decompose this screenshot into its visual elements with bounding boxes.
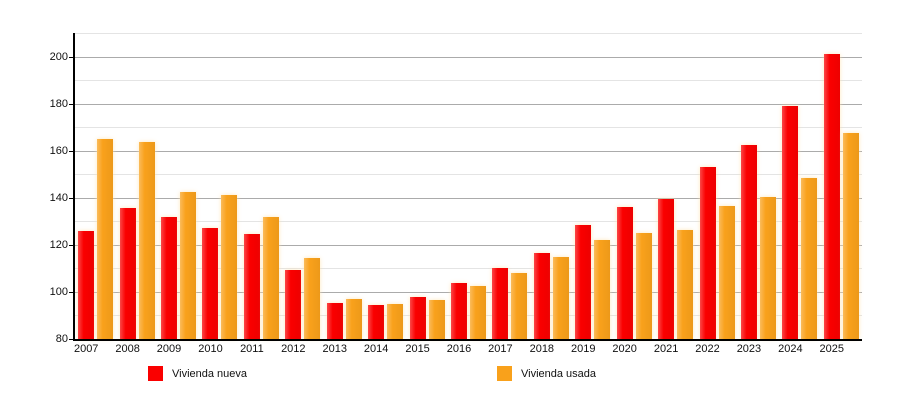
- bar-vivienda-usada-2015[interactable]: [428, 300, 445, 339]
- bar-vivienda-nueva-2009[interactable]: [161, 216, 178, 339]
- gridline-major-180: [75, 103, 862, 105]
- bar-vivienda-nueva-2016[interactable]: [451, 282, 467, 339]
- y-axis-tick-80: [69, 339, 74, 340]
- bar-vivienda-nueva-2015[interactable]: [409, 296, 426, 339]
- bar-vivienda-nueva-2019[interactable]: [575, 224, 592, 339]
- bar-vivienda-nueva-2022[interactable]: [699, 167, 716, 339]
- bar-vivienda-nueva-2020[interactable]: [616, 207, 633, 339]
- x-axis-label-2018: 2018: [529, 343, 555, 355]
- x-axis-label-2014: 2014: [363, 343, 389, 355]
- gridline-major-200: [75, 56, 862, 58]
- x-axis-label-2013: 2013: [322, 343, 347, 355]
- bar-vivienda-nueva-2007[interactable]: [78, 230, 95, 339]
- y-axis-tick-180: [69, 103, 74, 105]
- bar-vivienda-nueva-2013[interactable]: [326, 302, 343, 339]
- x-axis-label-2023: 2023: [736, 343, 762, 355]
- y-axis-line: [73, 33, 75, 341]
- x-axis-label-2017: 2017: [488, 343, 513, 355]
- bar-vivienda-usada-2018[interactable]: [552, 256, 569, 339]
- bar-vivienda-usada-2008[interactable]: [138, 142, 155, 339]
- bar-vivienda-usada-2019[interactable]: [594, 240, 611, 339]
- bar-vivienda-nueva-2012[interactable]: [285, 269, 302, 339]
- y-axis-label-160: 160: [49, 144, 68, 157]
- x-axis-label-2022: 2022: [695, 343, 720, 355]
- bar-vivienda-nueva-2017[interactable]: [492, 268, 509, 339]
- x-axis-label-2008: 2008: [115, 343, 140, 355]
- x-axis-label-2011: 2011: [240, 343, 264, 355]
- bar-vivienda-usada-2022[interactable]: [718, 206, 735, 339]
- gridline-minor-90: [75, 315, 862, 317]
- bar-vivienda-nueva-2025[interactable]: [823, 54, 840, 339]
- gridline-minor-130: [75, 221, 862, 223]
- x-axis-label-2020: 2020: [612, 343, 637, 355]
- x-axis-line: [73, 339, 862, 341]
- bar-vivienda-usada-2016[interactable]: [470, 286, 486, 339]
- y-axis-tick-160: [69, 150, 74, 152]
- bar-vivienda-usada-2025[interactable]: [842, 133, 859, 339]
- bar-vivienda-nueva-2008[interactable]: [119, 208, 136, 339]
- gridline-major-140: [75, 197, 862, 199]
- bar-vivienda-usada-2012[interactable]: [304, 257, 321, 339]
- x-axis-label-2012: 2012: [281, 343, 306, 355]
- x-axis-label-2021: 2021: [653, 343, 679, 355]
- gridline-major-120: [75, 244, 862, 246]
- x-axis-label-2010: 2010: [198, 343, 223, 355]
- bar-vivienda-nueva-2018[interactable]: [533, 253, 550, 339]
- bar-vivienda-usada-2021[interactable]: [677, 229, 694, 339]
- legend-swatch-vivienda-nueva: [148, 366, 163, 381]
- gridline-minor-110: [75, 268, 862, 270]
- bar-vivienda-usada-2013[interactable]: [345, 299, 362, 339]
- bar-vivienda-nueva-2010[interactable]: [202, 228, 219, 339]
- bar-vivienda-nueva-2023[interactable]: [740, 144, 757, 339]
- bar-vivienda-usada-2009[interactable]: [180, 191, 197, 339]
- gridline-major-160: [75, 150, 862, 152]
- y-axis-tick-140: [69, 197, 74, 199]
- bar-vivienda-usada-2017[interactable]: [511, 273, 528, 339]
- bar-vivienda-usada-2023[interactable]: [759, 196, 776, 339]
- y-axis-label-120: 120: [49, 238, 68, 251]
- gridline-major-100: [75, 291, 862, 293]
- bar-vivienda-nueva-2021[interactable]: [658, 198, 675, 339]
- bar-vivienda-usada-2020[interactable]: [635, 233, 652, 339]
- y-axis-label-80: 80: [55, 333, 68, 345]
- legend-swatch-vivienda-usada: [497, 366, 512, 381]
- bar-vivienda-usada-2010[interactable]: [221, 195, 238, 339]
- plot-area: [73, 33, 862, 341]
- legend-item-vivienda-usada[interactable]: Vivienda usada: [497, 366, 596, 381]
- bar-vivienda-nueva-2011[interactable]: [243, 234, 260, 339]
- x-axis-label-2016: 2016: [446, 343, 472, 355]
- bar-vivienda-nueva-2014[interactable]: [368, 304, 385, 339]
- bar-vivienda-usada-2014[interactable]: [387, 303, 404, 339]
- bar-vivienda-usada-2024[interactable]: [801, 177, 818, 339]
- gridline-minor-150: [75, 174, 862, 176]
- x-axis-label-2025: 2025: [819, 343, 845, 355]
- gridline-minor-170: [75, 127, 862, 129]
- gridline-minor-210: [75, 33, 862, 34]
- y-axis-tick-120: [69, 244, 74, 246]
- y-axis-tick-100: [69, 291, 74, 293]
- legend-label-vivienda-nueva: Vivienda nueva: [172, 367, 248, 380]
- gridline-minor-190: [75, 80, 862, 82]
- y-axis-label-100: 100: [49, 285, 68, 298]
- y-axis-label-180: 180: [49, 97, 68, 110]
- x-axis-label-2007: 2007: [73, 343, 99, 355]
- y-axis-label-140: 140: [49, 191, 68, 204]
- bar-vivienda-nueva-2024[interactable]: [782, 105, 799, 339]
- x-axis-label-2019: 2019: [571, 343, 596, 355]
- x-axis-label-2015: 2015: [405, 343, 430, 355]
- legend-item-vivienda-nueva[interactable]: Vivienda nueva: [148, 366, 247, 381]
- y-axis-tick-200: [69, 56, 74, 58]
- bar-vivienda-usada-2007[interactable]: [97, 138, 114, 339]
- y-axis-label-200: 200: [49, 50, 68, 63]
- x-axis-label-2024: 2024: [778, 343, 803, 355]
- bar-vivienda-usada-2011[interactable]: [262, 216, 279, 339]
- x-axis-label-2009: 2009: [156, 343, 182, 355]
- legend-label-vivienda-usada: Vivienda usada: [521, 367, 597, 380]
